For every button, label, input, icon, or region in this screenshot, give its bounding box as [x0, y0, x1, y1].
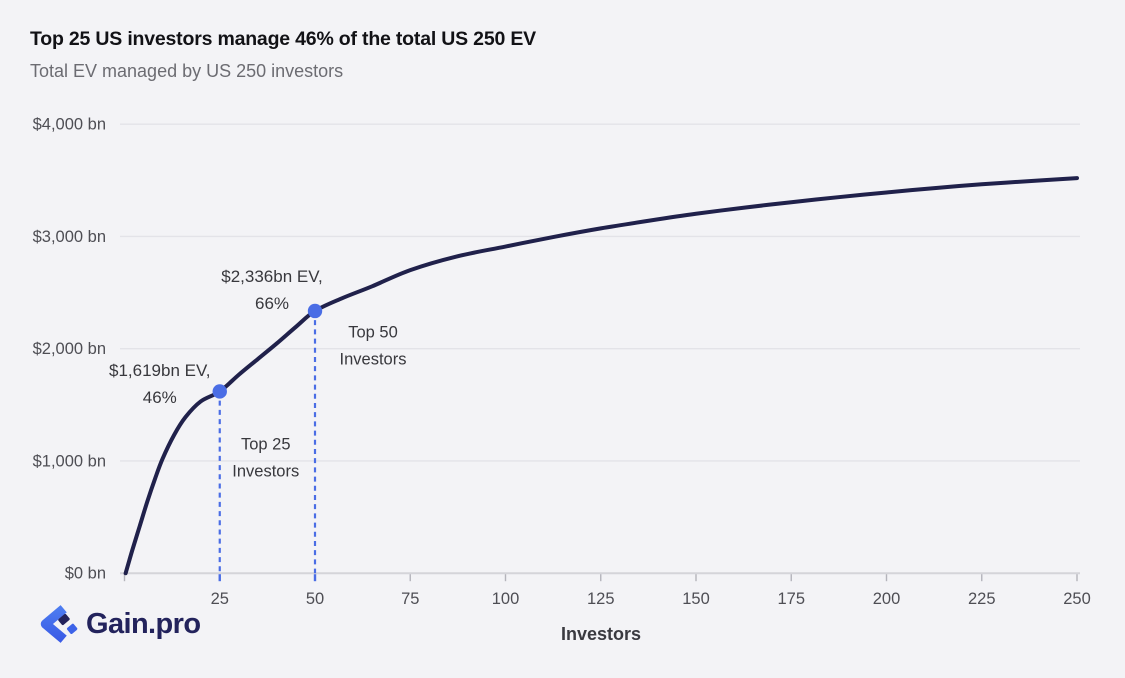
annotation-callout-line2: Investors [340, 351, 407, 369]
x-tick-label: 25 [211, 590, 229, 608]
x-tick-label: 100 [492, 590, 520, 608]
annotation-value-line1: $1,619bn EV, [109, 361, 210, 380]
annotation-callout-line2: Investors [232, 463, 299, 481]
gainpro-logo-icon [40, 605, 78, 643]
annotation-marker [212, 384, 227, 399]
y-tick-label: $0 bn [65, 565, 106, 583]
y-tick-label: $1,000 bn [33, 452, 106, 470]
x-tick-label: 250 [1063, 590, 1091, 608]
x-tick-label: 225 [968, 590, 996, 608]
cumulative-ev-curve [123, 176, 1079, 576]
annotation-value-line2: 46% [143, 388, 177, 407]
annotation-value-line2: 66% [255, 294, 289, 313]
x-tick-label: 75 [401, 590, 419, 608]
x-tick-label: 125 [587, 590, 615, 608]
x-tick-label: 175 [777, 590, 805, 608]
brand-logo: Gain.pro [36, 603, 201, 645]
annotation-callout-line1: Top 50 [348, 324, 398, 342]
x-tick-label: 50 [306, 590, 324, 608]
x-tick-label: 200 [873, 590, 901, 608]
x-axis-title: Investors [560, 624, 642, 644]
logo-text: Gain.pro [86, 607, 201, 640]
annotation-callout-line1: Top 25 [241, 436, 291, 454]
annotation-marker [307, 303, 323, 319]
annotation-value-line1: $2,336bn EV, [221, 267, 322, 286]
y-tick-label: $2,000 bn [33, 340, 106, 358]
y-tick-label: $4,000 bn [33, 116, 106, 134]
chart-subtitle: Total EV managed by US 250 investors [30, 61, 344, 81]
y-tick-label: $3,000 bn [33, 228, 106, 246]
x-tick-label: 150 [682, 590, 710, 608]
chart-title: Top 25 US investors manage 46% of the to… [30, 28, 536, 50]
